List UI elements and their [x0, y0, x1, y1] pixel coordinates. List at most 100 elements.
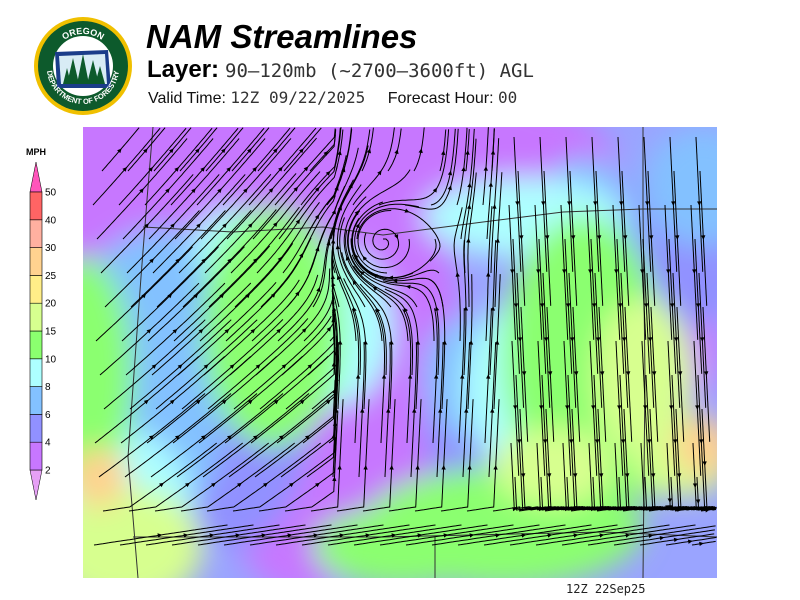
streamline-arrow	[303, 166, 309, 172]
streamline-arrow	[695, 499, 701, 504]
streamline-arrow	[117, 148, 122, 154]
streamline-arrow	[548, 371, 553, 376]
streamline-arrow	[360, 408, 365, 413]
streamline-arrow	[392, 278, 398, 284]
streamline-arrow	[404, 208, 410, 213]
streamline-arrow	[692, 483, 698, 488]
streamline-arrow	[417, 533, 423, 538]
streamline-arrow	[447, 185, 452, 191]
streamline-arrow	[667, 498, 672, 503]
streamline-arrow	[412, 408, 417, 413]
legend-tick: 2	[45, 466, 51, 477]
streamline-arrow	[323, 150, 329, 156]
streamline-arrow	[562, 269, 567, 274]
streamline-arrow	[513, 303, 519, 308]
streamline-arrow	[174, 166, 179, 172]
streamline-arrow	[252, 166, 257, 172]
streamline	[144, 127, 213, 206]
streamline-arrow	[222, 223, 227, 229]
forecast-hour-label: Forecast Hour:	[387, 90, 494, 107]
streamline-arrow	[334, 408, 339, 413]
streamline-arrow	[177, 364, 183, 369]
streamline-arrow	[389, 340, 394, 345]
streamline-arrow	[433, 374, 439, 379]
streamline	[439, 129, 447, 172]
streamline-arrow	[666, 269, 671, 274]
layer-value: 90–120mb (~2700–3600ft) AGL	[225, 60, 534, 82]
streamline-arrow	[704, 371, 709, 376]
streamline-arrow	[659, 535, 665, 541]
streamline-arrow	[295, 219, 301, 225]
legend-tick: 20	[45, 299, 57, 310]
streamline-arrow	[250, 328, 256, 334]
streamline-arrow	[545, 235, 550, 240]
streamline-arrow	[245, 293, 251, 299]
streamline-arrow	[649, 235, 654, 240]
streamline-arrow	[675, 235, 680, 240]
streamline-arrow	[463, 306, 469, 311]
streamline	[465, 129, 470, 172]
wind-speed-shading	[203, 207, 343, 447]
streamline	[335, 129, 344, 172]
wind-speed-shading	[643, 127, 717, 247]
legend-tick: 50	[45, 188, 57, 199]
streamline-arrow	[441, 465, 446, 470]
streamline-arrow	[592, 303, 597, 308]
streamline	[278, 127, 342, 240]
streamline-arrow	[336, 275, 341, 280]
streamline-arrow	[569, 439, 574, 444]
streamline	[613, 529, 715, 546]
streamline-arrow	[591, 405, 596, 410]
streamline-arrow	[339, 533, 345, 538]
legend-swatch	[29, 302, 43, 332]
streamline-arrow	[441, 150, 446, 156]
streamline-arrow	[354, 210, 360, 216]
streamline-arrow	[170, 223, 175, 229]
streamline-arrow	[355, 374, 361, 379]
streamline-arrow	[277, 256, 283, 262]
wind-speed-shading	[313, 507, 493, 578]
streamline-arrow	[464, 408, 469, 413]
streamline-arrow	[510, 269, 515, 274]
streamline-arrow	[281, 364, 287, 369]
streamline-arrow	[547, 533, 553, 538]
streamline-arrow	[517, 337, 523, 342]
streamline-arrow	[144, 223, 149, 229]
streamline-arrow	[403, 307, 408, 313]
streamline-arrow	[616, 506, 622, 512]
streamline-arrow	[363, 465, 368, 470]
streamline-arrow	[521, 533, 527, 538]
streamline-arrow	[415, 340, 421, 345]
streamline-arrow	[521, 371, 527, 376]
streamline-arrow	[139, 188, 144, 194]
streamline-arrow	[405, 284, 411, 290]
streamline-arrow	[614, 269, 619, 274]
streamline-arrow	[565, 405, 570, 410]
streamline-arrow	[573, 533, 579, 538]
streamline-arrow	[325, 170, 331, 176]
streamline-arrow	[625, 533, 631, 538]
streamline-arrow	[247, 148, 252, 154]
streamline-arrow	[273, 148, 278, 154]
streamline-arrow	[513, 405, 518, 410]
streamline-arrow	[640, 269, 645, 274]
streamline-arrow	[541, 201, 546, 206]
streamline-arrow	[394, 234, 399, 240]
streamline-arrow	[443, 533, 449, 538]
streamline-arrow	[169, 148, 174, 154]
streamline-arrow	[355, 223, 360, 229]
streamline-arrow	[200, 166, 205, 172]
streamline-arrow	[493, 465, 498, 470]
legend-over-arrow	[29, 161, 43, 193]
forecast-hour-value: 00	[497, 88, 518, 107]
streamline-arrow	[377, 170, 382, 176]
streamline-arrow	[596, 337, 601, 342]
streamline-arrow	[227, 435, 232, 440]
streamline-arrow	[699, 439, 704, 444]
streamline-arrow	[701, 235, 706, 240]
streamline-arrow	[673, 439, 678, 444]
streamline-arrow	[674, 337, 679, 342]
streamline-arrow	[255, 364, 261, 369]
streamline-arrow	[652, 371, 657, 376]
streamline-arrow	[252, 258, 258, 263]
